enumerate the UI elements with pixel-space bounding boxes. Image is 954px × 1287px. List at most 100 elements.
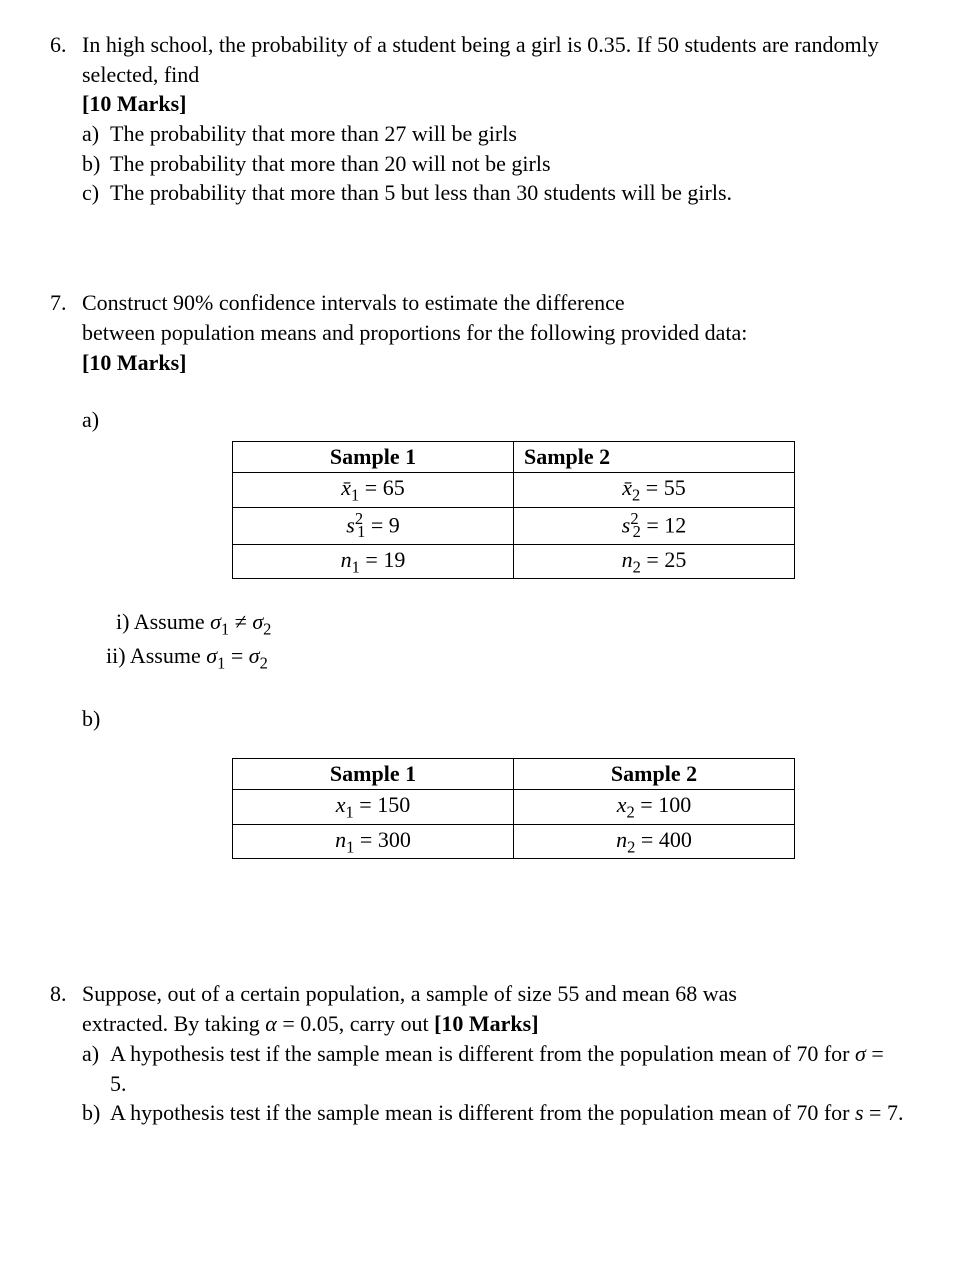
question-7: 7. Construct 90% confidence intervals to… — [50, 288, 904, 869]
table-cell: x1 = 150 — [233, 790, 514, 825]
eq: = 65 — [359, 475, 404, 500]
q7-table-b: Sample 1 Sample 2 x1 = 150 x2 = 100 n1 =… — [232, 758, 795, 859]
q7-number: 7. — [50, 288, 82, 318]
q6-c-text: The probability that more than 5 but les… — [110, 178, 904, 208]
q6-marks: [10 Marks] — [82, 91, 186, 116]
q8-b-label: b) — [82, 1098, 110, 1128]
table-cell: x2 = 100 — [514, 790, 795, 825]
label: ii) Assume — [106, 643, 206, 668]
q7-stem-line1: Construct 90% confidence intervals to es… — [82, 290, 625, 315]
q6-part-c: c) The probability that more than 5 but … — [82, 178, 904, 208]
eq: = 9 — [365, 512, 399, 537]
eq: = 400 — [635, 827, 691, 852]
rel: = — [225, 643, 248, 668]
table-cell: n2 = 25 — [514, 544, 795, 579]
q6-b-text: The probability that more than 20 will n… — [110, 149, 904, 179]
table-row: n1 = 300 n2 = 400 — [233, 824, 795, 859]
q6-b-label: b) — [82, 149, 110, 179]
sub: 2 — [260, 653, 268, 672]
var: s — [855, 1100, 864, 1125]
q8-alpha-var: α — [265, 1011, 277, 1036]
q6-part-a: a) The probability that more than 27 wil… — [82, 119, 904, 149]
question-6: 6. In high school, the probability of a … — [50, 30, 904, 208]
q7-assume-ii: ii) Assume σ1 = σ2 — [106, 641, 904, 675]
var: x̄ — [622, 475, 632, 500]
q7-body: Construct 90% confidence intervals to es… — [82, 288, 904, 869]
eq: = 25 — [641, 547, 686, 572]
eq: = 7. — [864, 1100, 904, 1125]
q7-marks: [10 Marks] — [82, 350, 186, 375]
q6-number: 6. — [50, 30, 82, 60]
q8-stem-line1: Suppose, out of a certain population, a … — [82, 981, 737, 1006]
table-header-sample2: Sample 2 — [514, 441, 795, 472]
var: σ — [249, 643, 260, 668]
table-row: x̄1 = 65 x̄2 = 55 — [233, 472, 795, 507]
table-cell: x̄2 = 55 — [514, 472, 795, 507]
table-row: Sample 1 Sample 2 — [233, 759, 795, 790]
q8-part-b: b) A hypothesis test if the sample mean … — [82, 1098, 904, 1128]
table-row: s21 = 9 s22 = 12 — [233, 507, 795, 544]
var: n — [335, 827, 346, 852]
eq: = 12 — [641, 512, 686, 537]
table-cell: x̄1 = 65 — [233, 472, 514, 507]
var: n — [622, 547, 633, 572]
q8-marks: [10 Marks] — [434, 1011, 538, 1036]
var: x — [617, 792, 627, 817]
var: s — [346, 512, 355, 537]
table-cell: n1 = 19 — [233, 544, 514, 579]
question-8: 8. Suppose, out of a certain population,… — [50, 979, 904, 1127]
table-row: x1 = 150 x2 = 100 — [233, 790, 795, 825]
var: σ — [855, 1041, 866, 1066]
q7-table-a: Sample 1 Sample 2 x̄1 = 65 x̄2 = 55 s21 … — [232, 441, 795, 579]
var: σ — [206, 643, 217, 668]
sub: 1 — [346, 803, 354, 822]
q7-part-b-label: b) — [82, 704, 904, 734]
var: n — [616, 827, 627, 852]
table-cell: n2 = 400 — [514, 824, 795, 859]
q7-stem-line2: between population means and proportions… — [82, 320, 747, 345]
q8-number: 8. — [50, 979, 82, 1009]
sub: 2 — [633, 522, 641, 541]
q6-part-b: b) The probability that more than 20 wil… — [82, 149, 904, 179]
label: i) Assume — [116, 609, 210, 634]
q8-stem-line2-pre: extracted. By taking — [82, 1011, 265, 1036]
var: σ — [210, 609, 221, 634]
eq: = 150 — [354, 792, 410, 817]
q7-assume-i: i) Assume σ1 ≠ σ2 — [116, 607, 904, 641]
table-header-sample2: Sample 2 — [514, 759, 795, 790]
table-row: Sample 1 Sample 2 — [233, 441, 795, 472]
q6-body: In high school, the probability of a stu… — [82, 30, 904, 208]
q6-a-text: The probability that more than 27 will b… — [110, 119, 904, 149]
text: A hypothesis test if the sample mean is … — [110, 1100, 855, 1125]
eq: = 100 — [635, 792, 691, 817]
q6-a-label: a) — [82, 119, 110, 149]
sub: 2 — [263, 620, 271, 639]
var: x̄ — [341, 475, 351, 500]
sub: 2 — [633, 557, 641, 576]
table-cell: s21 = 9 — [233, 507, 514, 544]
exam-page: 6. In high school, the probability of a … — [0, 0, 954, 1168]
eq: = 19 — [360, 547, 405, 572]
var: x — [336, 792, 346, 817]
var: n — [341, 547, 352, 572]
q6-stem: In high school, the probability of a stu… — [82, 32, 879, 87]
q6-c-label: c) — [82, 178, 110, 208]
eq: = 55 — [640, 475, 685, 500]
sub: 1 — [221, 620, 229, 639]
q8-a-text: A hypothesis test if the sample mean is … — [110, 1039, 904, 1098]
q7-part-a-label: a) — [82, 405, 904, 435]
rel: ≠ — [229, 609, 252, 634]
text: A hypothesis test if the sample mean is … — [110, 1041, 855, 1066]
q8-alpha-eq: = 0.05 — [277, 1011, 339, 1036]
table-header-sample1: Sample 1 — [233, 759, 514, 790]
table-row: n1 = 19 n2 = 25 — [233, 544, 795, 579]
sub: 2 — [627, 803, 635, 822]
table-cell: n1 = 300 — [233, 824, 514, 859]
table-cell: s22 = 12 — [514, 507, 795, 544]
q8-part-a: a) A hypothesis test if the sample mean … — [82, 1039, 904, 1098]
table-header-sample1: Sample 1 — [233, 441, 514, 472]
eq: = 300 — [354, 827, 410, 852]
q8-body: Suppose, out of a certain population, a … — [82, 979, 904, 1127]
q8-b-text: A hypothesis test if the sample mean is … — [110, 1098, 904, 1128]
q8-a-label: a) — [82, 1039, 110, 1098]
